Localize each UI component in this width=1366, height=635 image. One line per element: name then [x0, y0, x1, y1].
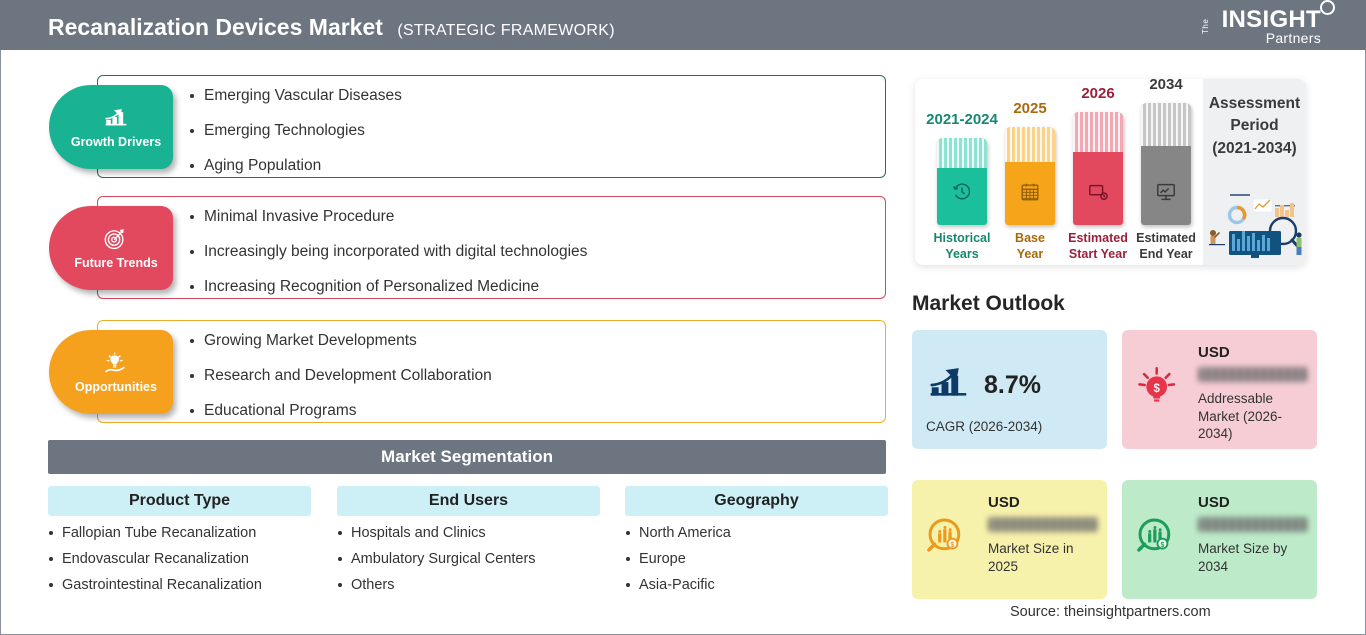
svg-text:$: $ [1153, 383, 1160, 395]
svg-text:$: $ [1161, 542, 1165, 549]
svg-text:$: $ [951, 542, 955, 549]
